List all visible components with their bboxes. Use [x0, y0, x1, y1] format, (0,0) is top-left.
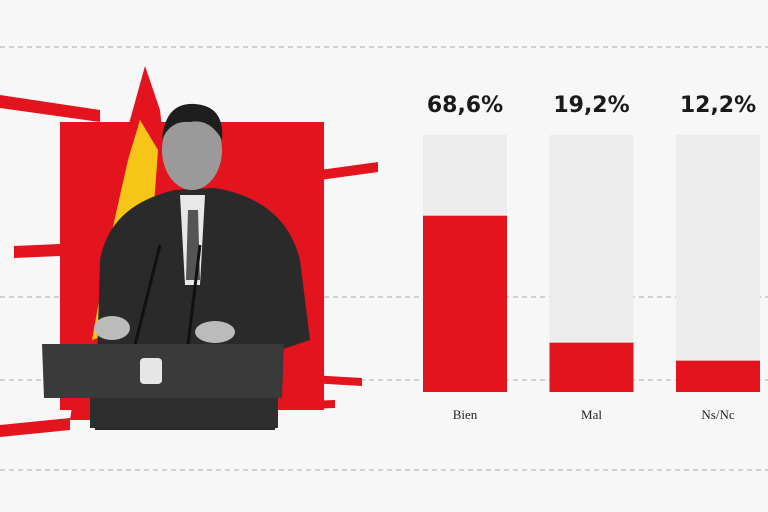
value-label: 68,6%: [427, 93, 503, 118]
red-stripe: [0, 95, 100, 122]
value-label: 12,2%: [680, 93, 756, 118]
hair: [162, 103, 223, 140]
category-label: Ns/Nc: [701, 407, 734, 422]
microphone: [186, 244, 202, 346]
red-stripe: [14, 244, 60, 258]
microphone: [133, 244, 162, 346]
coat-of-arms: [140, 358, 162, 384]
red-stripe: [310, 375, 362, 386]
head: [162, 110, 222, 190]
hand: [195, 321, 235, 343]
bar: [423, 215, 507, 392]
value-label: 19,2%: [553, 93, 629, 118]
red-stripe: [320, 162, 378, 180]
lectern: [42, 344, 284, 398]
photo-collage: [0, 66, 378, 437]
category-label: Mal: [581, 407, 602, 422]
red-stripe: [0, 418, 70, 437]
red-stripe: [278, 400, 335, 410]
category-label: Bien: [453, 407, 478, 422]
bar: [676, 360, 760, 392]
hand: [94, 316, 130, 340]
lectern-base: [90, 398, 278, 428]
bar: [549, 342, 634, 392]
bar-track: [676, 135, 760, 392]
